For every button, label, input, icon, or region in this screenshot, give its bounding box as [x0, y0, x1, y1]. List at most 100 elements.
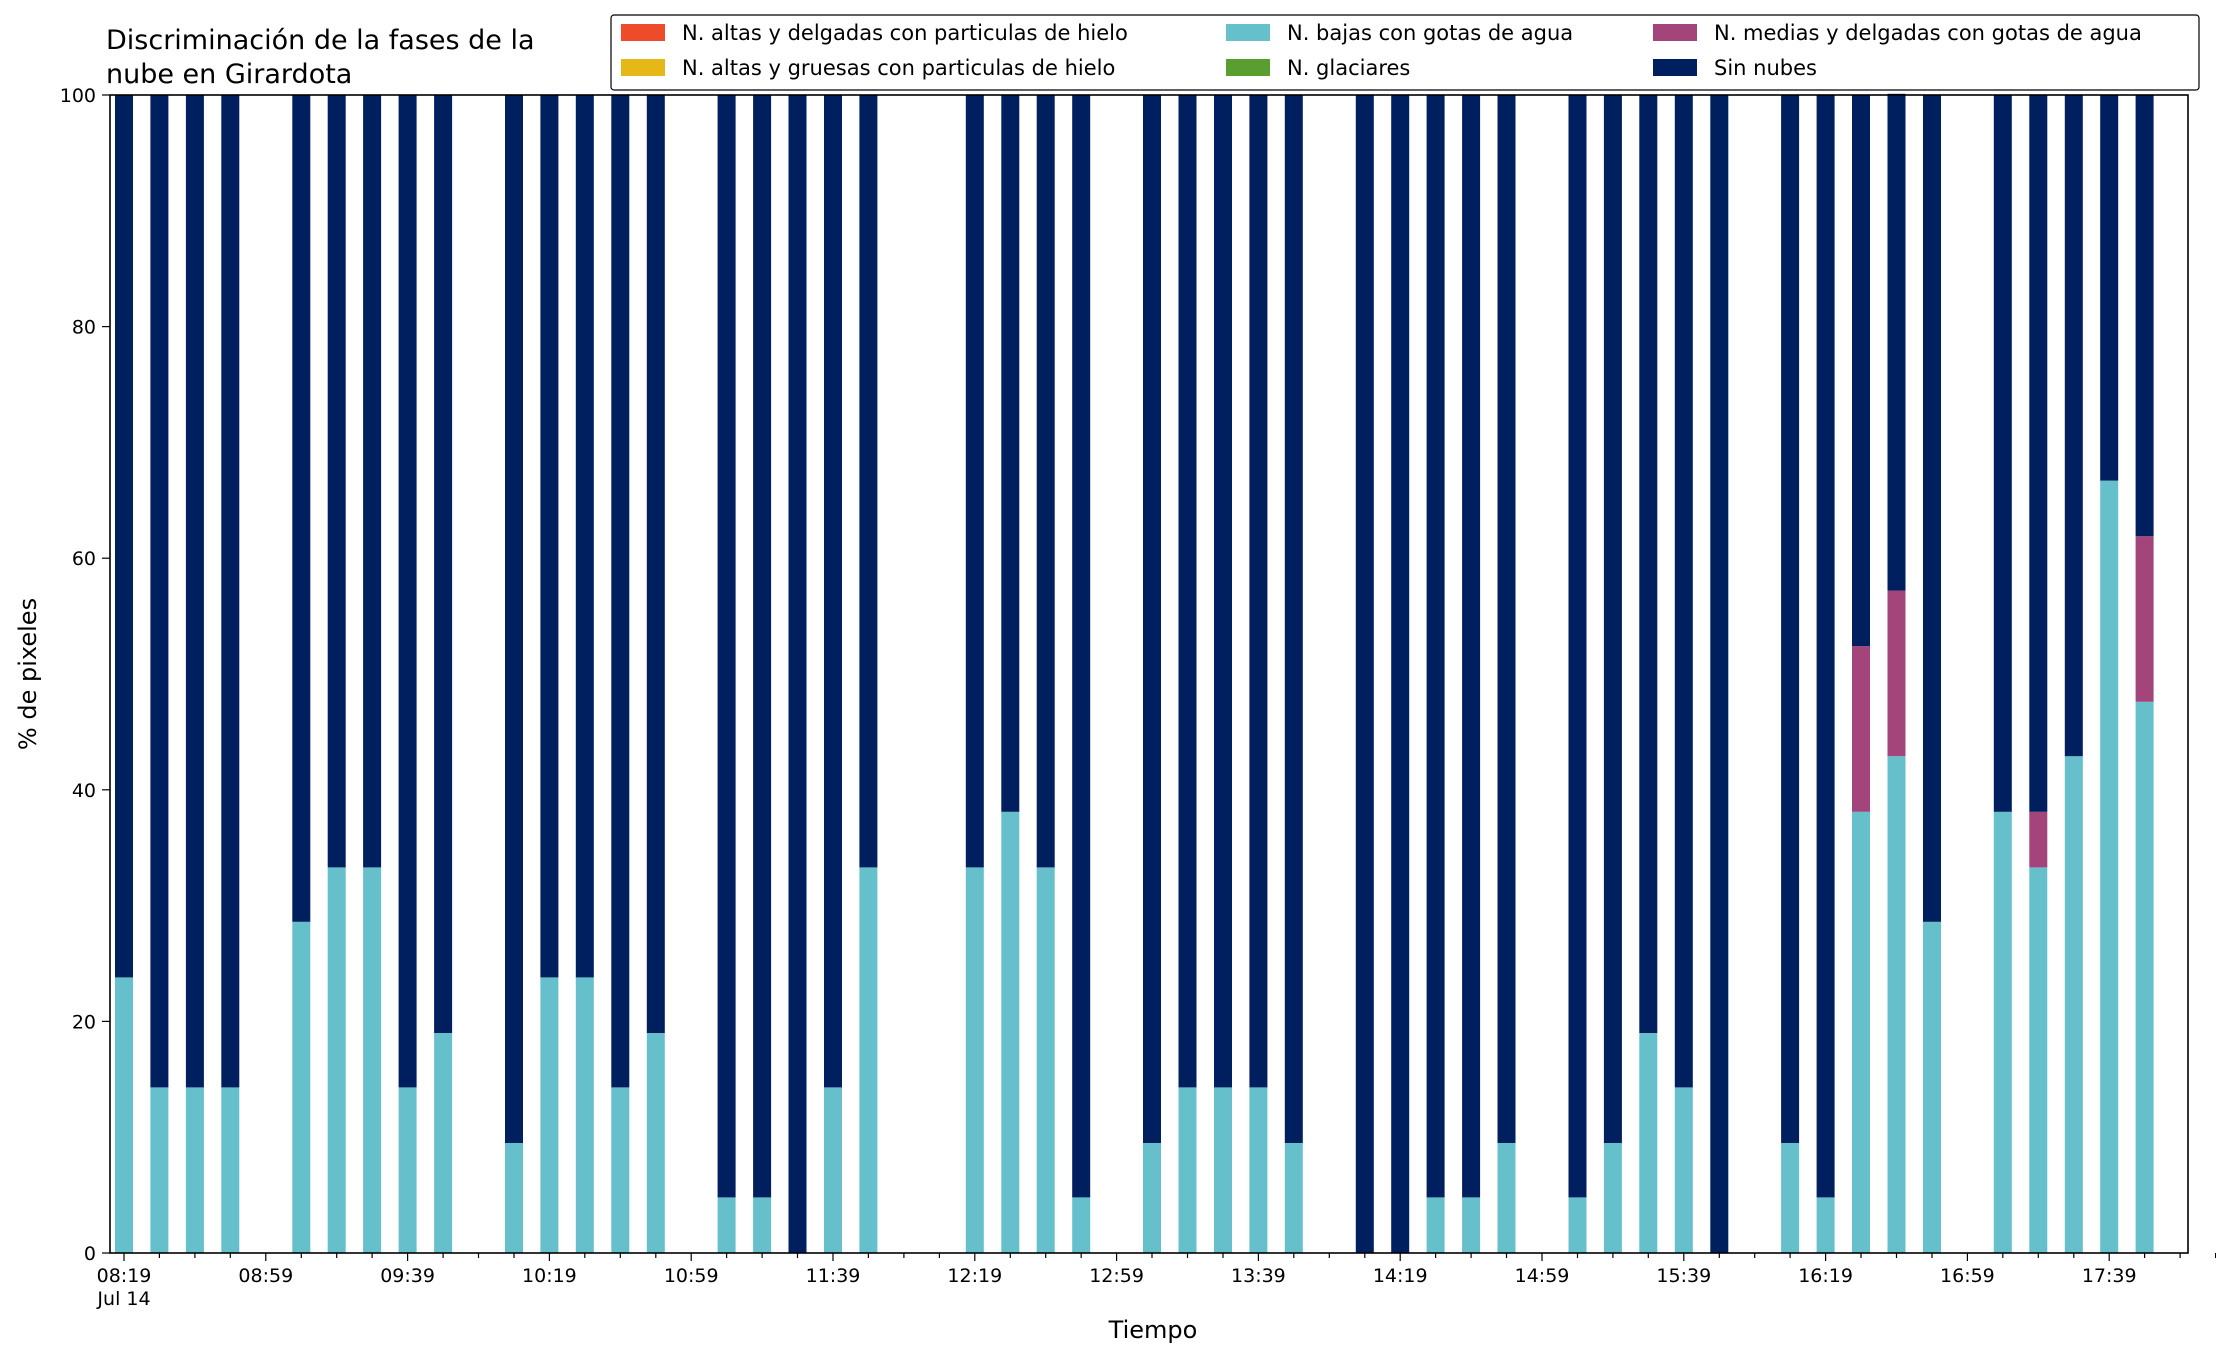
bar-1349-series-5 [1284, 95, 1303, 1143]
bar-1639-series-2 [1887, 756, 1906, 1253]
bar-1649-series-5 [1923, 95, 1941, 922]
bar-1549-series-5 [1710, 95, 1729, 1253]
bar-1719-series-2 [2029, 867, 2048, 1253]
bar-1749-series-4 [2135, 536, 2154, 702]
bar-1629-series-4 [1852, 646, 1870, 812]
x-tick-label: 13:39 [1231, 1265, 1286, 1287]
bar-1539-series-2 [1674, 1087, 1693, 1253]
bar-1609-series-5 [1781, 95, 1800, 1143]
bar-1049-series-2 [646, 1033, 665, 1253]
bar-1239-series-2 [1036, 867, 1055, 1253]
bar-1449-series-5 [1497, 95, 1516, 1143]
bar-1349-series-2 [1284, 1143, 1303, 1253]
bar-1319-series-2 [1178, 1087, 1197, 1253]
x-tick-label: 16:19 [1798, 1265, 1853, 1287]
y-tick-label: 100 [60, 85, 96, 107]
bar-1039-series-5 [611, 95, 630, 1088]
bar-1429-series-2 [1426, 1197, 1445, 1253]
bar-1639-series-4 [1887, 590, 1906, 757]
bar-1709-series-2 [1993, 811, 2012, 1253]
bar-0939-series-2 [398, 1087, 417, 1253]
x-tick-label: 12:59 [1089, 1265, 1144, 1287]
bar-1719-series-5 [2029, 95, 2048, 812]
bar-1619-series-2 [1816, 1197, 1835, 1253]
x-tick-label: 10:19 [522, 1265, 577, 1287]
bar-0829-series-2 [150, 1087, 169, 1253]
bar-1119-series-2 [753, 1197, 772, 1253]
chart-title-line-2: nube en Girardota [106, 59, 352, 90]
y-tick-label: 60 [72, 548, 96, 570]
bar-0949-series-2 [434, 1033, 453, 1253]
bar-1249-series-2 [1072, 1197, 1091, 1253]
x-tick-label: 16:59 [1940, 1265, 1995, 1287]
y-tick-label: 20 [72, 1011, 96, 1033]
plot-frame [109, 94, 2189, 1254]
bar-1149-series-2 [859, 867, 878, 1253]
legend-swatch [1653, 59, 1697, 76]
bar-1129-series-5 [788, 95, 807, 1253]
bar-1519-series-2 [1603, 1143, 1622, 1253]
bar-0839-series-2 [185, 1087, 204, 1253]
legend-swatch [1653, 24, 1697, 41]
legend: N. altas y delgadas con particulas de hi… [610, 14, 2200, 91]
bar-1019-series-5 [540, 95, 559, 978]
bar-1629-series-2 [1852, 811, 1870, 1253]
y-tick-label: 80 [72, 317, 96, 339]
bar-1639-series-5 [1887, 93, 1906, 591]
bar-1149-series-5 [859, 95, 878, 868]
bar-1709-series-5 [1993, 95, 2012, 812]
bar-1519-series-5 [1603, 95, 1622, 1143]
bar-0819-series-2 [115, 977, 133, 1253]
bar-1739-series-5 [2100, 95, 2119, 481]
bar-1219-series-2 [965, 867, 984, 1253]
bar-1029-series-5 [575, 95, 594, 978]
bar-1309-series-5 [1143, 95, 1161, 1143]
bar-1119-series-5 [753, 95, 772, 1198]
bar-1739-series-2 [2100, 480, 2119, 1254]
bar-1039-series-2 [611, 1087, 630, 1253]
bar-0929-series-2 [363, 867, 382, 1253]
bar-0849-series-5 [221, 95, 240, 1088]
bar-0939-series-5 [398, 95, 417, 1088]
bar-1029-series-2 [575, 977, 594, 1253]
legend-swatch [621, 24, 665, 41]
x-tick-label: 08:59 [238, 1265, 293, 1287]
x-axis-date-label: Jul 14 [96, 1288, 150, 1310]
bar-1249-series-5 [1072, 95, 1091, 1198]
y-axis-label: % de pixeles [14, 598, 42, 750]
bar-1439-series-2 [1462, 1197, 1481, 1253]
bar-1529-series-5 [1639, 95, 1658, 1033]
bar-1229-series-5 [1001, 95, 1020, 812]
x-tick-label: 08:19 [97, 1265, 152, 1287]
bar-1339-series-2 [1249, 1087, 1268, 1253]
legend-swatch [1226, 59, 1270, 76]
bar-1009-series-5 [505, 95, 523, 1143]
bar-0839-series-5 [185, 95, 204, 1088]
x-tick-label: 09:39 [380, 1265, 435, 1287]
legend-label: Sin nubes [1714, 56, 1817, 80]
legend-frame [610, 14, 2200, 91]
bar-1449-series-2 [1497, 1143, 1516, 1253]
chart-title-line-1: Discriminación de la fases de la [106, 25, 535, 56]
x-tick-label: 12:19 [947, 1265, 1002, 1287]
bar-1109-series-5 [717, 95, 736, 1198]
bar-0819-series-5 [115, 95, 133, 978]
bar-1139-series-5 [824, 95, 842, 1088]
bar-1319-series-5 [1178, 95, 1197, 1088]
bar-1619-series-5 [1816, 95, 1835, 1198]
bar-1649-series-2 [1923, 921, 1941, 1253]
bar-1609-series-2 [1781, 1143, 1800, 1253]
legend-label: N. altas y delgadas con particulas de hi… [682, 21, 1128, 45]
bar-1419-series-5 [1391, 95, 1410, 1253]
legend-label: N. bajas con gotas de agua [1287, 21, 1573, 45]
bar-0919-series-2 [327, 867, 346, 1253]
bar-1749-series-5 [2135, 95, 2154, 537]
y-tick-label: 0 [84, 1243, 96, 1265]
bar-1109-series-2 [717, 1197, 736, 1253]
bar-1719-series-4 [2029, 811, 2048, 868]
x-tick-label: 17:39 [2082, 1265, 2137, 1287]
bar-1339-series-5 [1249, 95, 1268, 1088]
bar-1219-series-5 [965, 95, 984, 868]
bar-1729-series-5 [2064, 95, 2083, 757]
bar-1429-series-5 [1426, 95, 1445, 1198]
